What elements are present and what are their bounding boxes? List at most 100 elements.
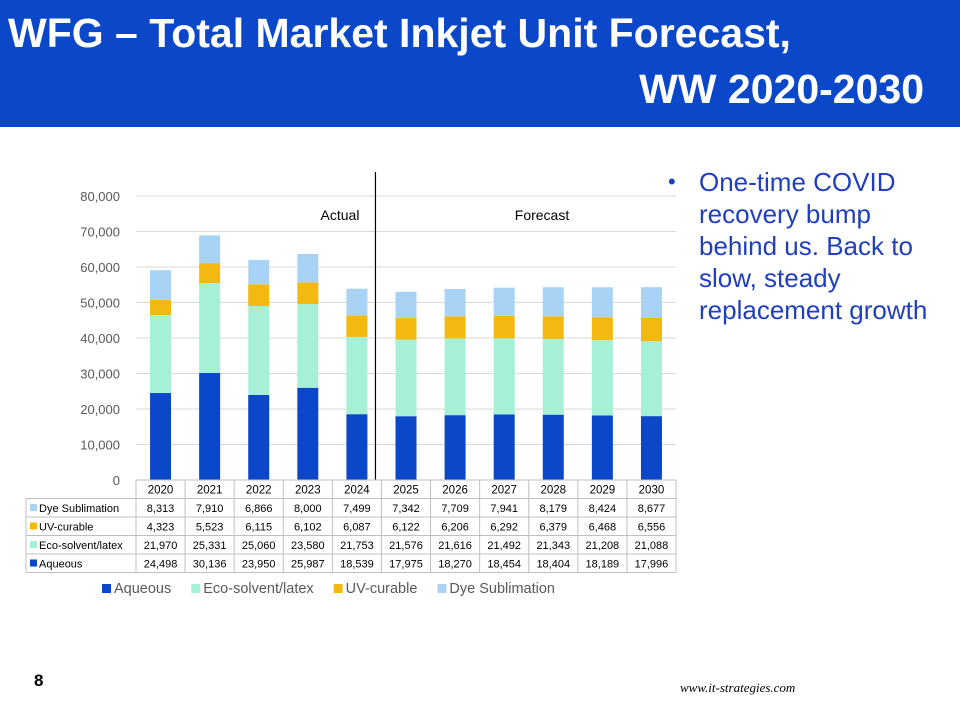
data-label: 6,866 (245, 503, 273, 515)
bullet-text: One-time COVID recovery bump behind us. … (699, 167, 928, 325)
data-label: 30,136 (193, 559, 227, 571)
data-label: 21,492 (487, 540, 521, 552)
bar-segment (444, 289, 466, 317)
data-label: 25,331 (193, 540, 227, 552)
y-tick-label: 20,000 (80, 402, 120, 417)
bar-segment (542, 287, 564, 317)
bar-segment (199, 373, 221, 480)
data-label: 7,941 (490, 503, 518, 515)
bar-segment (542, 338, 564, 415)
data-label: 6,115 (245, 522, 272, 534)
bar-segment (346, 414, 368, 480)
title-line-2: WW 2020-2030 (639, 66, 924, 112)
x-tick-label: 2024 (344, 485, 370, 497)
bar-segment (199, 263, 221, 284)
bar-segment (640, 317, 662, 342)
table-series-name: Eco-solvent/latex (39, 540, 123, 552)
y-tick-label: 10,000 (80, 438, 120, 453)
data-label: 6,102 (294, 522, 322, 534)
data-label: 21,753 (340, 540, 374, 552)
x-tick-label: 2027 (491, 485, 517, 497)
legend-label: UV-curable (346, 581, 418, 597)
bar-segment (395, 416, 417, 480)
x-tick-label: 2026 (442, 485, 468, 497)
data-label: 18,454 (487, 559, 521, 571)
title-banner: WFG – Total Market Inkjet Unit Forecast,… (0, 0, 960, 127)
data-label: 6,206 (441, 522, 469, 534)
data-label: 18,404 (536, 559, 570, 571)
data-label: 8,424 (589, 503, 617, 515)
data-label: 8,313 (147, 503, 175, 515)
table-series-name: Dye Sublimation (39, 503, 119, 515)
y-tick-label: 60,000 (80, 260, 120, 275)
bar-segment (346, 336, 368, 415)
bar-segment (640, 287, 662, 318)
data-label: 5,523 (196, 522, 224, 534)
data-label: 21,208 (586, 540, 620, 552)
bar-segment (150, 270, 172, 300)
bar-segment (640, 416, 662, 480)
bar-segment (199, 235, 221, 264)
bar-segment (542, 316, 564, 339)
bar-segment (297, 282, 319, 305)
y-tick-label: 0 (113, 473, 120, 488)
y-tick-label: 40,000 (80, 331, 120, 346)
bar-segment (493, 414, 515, 480)
data-label: 7,910 (196, 503, 224, 515)
data-label: 6,468 (589, 522, 617, 534)
page-number: 8 (34, 671, 44, 690)
title-line-1: WFG – Total Market Inkjet Unit Forecast, (8, 10, 791, 56)
bar-segment (248, 259, 270, 285)
bullet-symbol: • (668, 169, 676, 194)
table-legend-key (30, 522, 37, 530)
data-label: 21,343 (536, 540, 570, 552)
x-tick-label: 2025 (393, 485, 419, 497)
bar-segment (591, 317, 613, 341)
data-label: 7,499 (343, 503, 371, 515)
bar-segment (248, 284, 270, 307)
data-label: 23,580 (291, 540, 325, 552)
bar-segment (591, 340, 613, 416)
legend-label: Eco-solvent/latex (203, 581, 314, 597)
table-legend-key (30, 504, 37, 511)
bar-segment (248, 306, 270, 395)
x-tick-label: 2022 (246, 485, 272, 497)
data-label: 17,996 (635, 559, 669, 571)
data-label: 17,975 (389, 559, 423, 571)
bar-segment (395, 339, 417, 417)
annotation-forecast: Forecast (515, 207, 570, 223)
footer-url: www.it-strategies.com (680, 680, 796, 695)
bar-segment (150, 393, 172, 480)
data-label: 21,970 (144, 540, 178, 552)
x-tick-label: 2023 (295, 485, 321, 497)
legend-key (437, 584, 447, 593)
data-label: 25,060 (242, 540, 276, 552)
bar-segment (640, 341, 662, 417)
data-label: 21,616 (438, 540, 472, 552)
y-tick-label: 30,000 (80, 367, 120, 382)
table-legend-key (30, 541, 37, 548)
bar-segment (199, 283, 221, 374)
bar-segment (150, 299, 172, 316)
bar-segment (493, 287, 515, 316)
x-tick-label: 2029 (590, 485, 616, 497)
data-label: 18,539 (340, 559, 374, 571)
y-tick-label: 50,000 (80, 296, 120, 311)
bar-segment (150, 315, 172, 394)
data-label: 23,950 (242, 559, 276, 571)
legend-key (333, 584, 343, 593)
data-label: 6,292 (490, 522, 518, 534)
legend-key (102, 584, 111, 593)
x-tick-label: 2030 (639, 485, 665, 497)
bar-segment (248, 394, 270, 480)
data-label: 6,556 (638, 522, 666, 534)
bullet-point: • One-time COVID recovery bump behind us… (668, 166, 953, 326)
table-series-name: UV-curable (39, 522, 93, 534)
data-label: 6,087 (343, 522, 371, 534)
bar-segment (444, 338, 466, 416)
legend-key (191, 584, 201, 593)
legend-label: Dye Sublimation (449, 581, 555, 597)
bar-segment (444, 316, 466, 339)
bar-segment (346, 288, 368, 316)
data-label: 25,987 (291, 559, 325, 571)
